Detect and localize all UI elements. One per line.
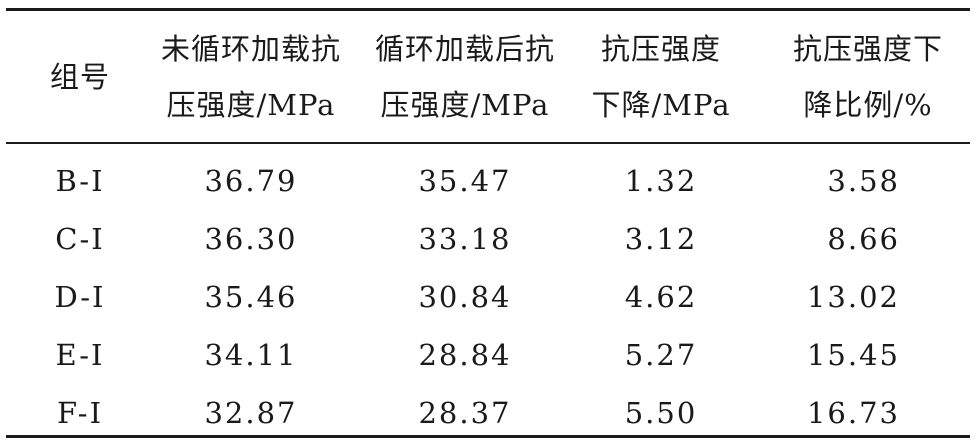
header-drop-ratio: 抗压强度下 降比例/% <box>766 11 970 142</box>
header-uncycled-line1: 未循环加载抗 <box>160 31 341 66</box>
cell-drop: 1.32 <box>624 164 698 198</box>
table-header-row: 组号 未循环加载抗 压强度/MPa 循环加载后抗 压强度/MPa 抗压强度 下降… <box>6 11 970 142</box>
header-cycled-line2: 压强度/MPa <box>380 87 550 122</box>
header-cycled-strength: 循环加载后抗 压强度/MPa <box>368 11 562 142</box>
header-drop-line2: 下降/MPa <box>591 87 731 122</box>
cell-cycled: 28.84 <box>418 338 512 372</box>
header-strength-drop: 抗压强度 下降/MPa <box>566 11 756 142</box>
cell-uncycled: 36.30 <box>204 222 298 256</box>
cell-ratio: 15.45 <box>806 338 900 372</box>
cell-ratio: 13.02 <box>806 280 900 314</box>
strength-table: 组号 未循环加载抗 压强度/MPa 循环加载后抗 压强度/MPa 抗压强度 下降… <box>6 8 970 440</box>
header-cycled-line1: 循环加载后抗 <box>374 31 555 66</box>
cell-group: D-I <box>54 280 106 314</box>
table-row: E-I 34.11 28.84 5.27 15.45 <box>6 326 970 384</box>
cell-cycled: 33.18 <box>418 222 512 256</box>
table-row: C-I 36.30 33.18 3.12 8.66 <box>6 210 970 268</box>
table-row: D-I 35.46 30.84 4.62 13.02 <box>6 268 970 326</box>
cell-drop: 4.62 <box>624 280 698 314</box>
cell-ratio: 16.73 <box>806 396 900 430</box>
cell-uncycled: 32.87 <box>204 396 298 430</box>
cell-cycled: 35.47 <box>418 164 512 198</box>
header-uncycled-line2: 压强度/MPa <box>166 87 336 122</box>
header-ratio-line2: 降比例/% <box>803 87 933 122</box>
cell-group: B-I <box>55 164 105 198</box>
cell-drop: 5.27 <box>624 338 698 372</box>
table-header-rule <box>6 142 970 144</box>
cell-group: F-I <box>56 396 104 430</box>
cell-group: C-I <box>55 222 105 256</box>
table-bottom-rule <box>6 435 970 438</box>
cell-uncycled: 34.11 <box>204 338 298 372</box>
cell-ratio: 8.66 <box>827 222 900 256</box>
cell-cycled: 30.84 <box>418 280 512 314</box>
cell-group: E-I <box>55 338 105 372</box>
header-ratio-line1: 抗压强度下 <box>792 31 943 66</box>
cell-drop: 5.50 <box>624 396 698 430</box>
table-body: B-I 36.79 35.47 1.32 3.58 C-I 36.30 33.1… <box>6 152 970 442</box>
header-group-label: 组号 <box>49 59 110 94</box>
header-group: 组号 <box>6 11 154 142</box>
cell-drop: 3.12 <box>624 222 698 256</box>
header-drop-line1: 抗压强度 <box>600 31 721 66</box>
cell-uncycled: 36.79 <box>204 164 298 198</box>
cell-ratio: 3.58 <box>827 164 900 198</box>
table-row: B-I 36.79 35.47 1.32 3.58 <box>6 152 970 210</box>
cell-uncycled: 35.46 <box>204 280 298 314</box>
table-row: F-I 32.87 28.37 5.50 16.73 <box>6 384 970 442</box>
table-top-rule <box>6 8 970 11</box>
cell-cycled: 28.37 <box>418 396 512 430</box>
header-uncycled-strength: 未循环加载抗 压强度/MPa <box>154 11 348 142</box>
